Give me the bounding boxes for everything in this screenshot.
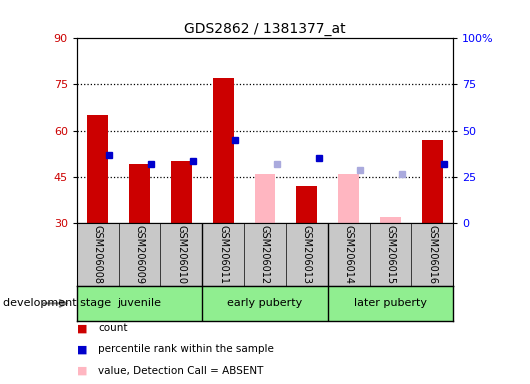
Title: GDS2862 / 1381377_at: GDS2862 / 1381377_at bbox=[184, 22, 346, 36]
Text: GSM206014: GSM206014 bbox=[343, 225, 354, 284]
Text: GSM206016: GSM206016 bbox=[427, 225, 437, 284]
Text: development stage: development stage bbox=[3, 298, 111, 308]
Bar bbox=[338, 174, 359, 223]
Text: early puberty: early puberty bbox=[227, 298, 303, 308]
Bar bbox=[129, 164, 150, 223]
Text: GSM206015: GSM206015 bbox=[385, 225, 395, 284]
Text: ■: ■ bbox=[77, 366, 87, 376]
Text: ■: ■ bbox=[77, 323, 87, 333]
Text: juvenile: juvenile bbox=[118, 298, 162, 308]
Bar bbox=[171, 161, 192, 223]
Bar bbox=[296, 186, 317, 223]
Text: value, Detection Call = ABSENT: value, Detection Call = ABSENT bbox=[98, 366, 263, 376]
Text: GSM206008: GSM206008 bbox=[93, 225, 103, 284]
Text: GSM206012: GSM206012 bbox=[260, 225, 270, 284]
Bar bbox=[87, 115, 108, 223]
Text: GSM206011: GSM206011 bbox=[218, 225, 228, 284]
Bar bbox=[422, 140, 443, 223]
Bar bbox=[254, 174, 276, 223]
Text: count: count bbox=[98, 323, 128, 333]
Text: GSM206009: GSM206009 bbox=[135, 225, 145, 284]
Text: percentile rank within the sample: percentile rank within the sample bbox=[98, 344, 274, 354]
Text: later puberty: later puberty bbox=[354, 298, 427, 308]
Text: GSM206010: GSM206010 bbox=[176, 225, 187, 284]
Bar bbox=[213, 78, 234, 223]
Text: ■: ■ bbox=[77, 344, 87, 354]
Bar bbox=[380, 217, 401, 223]
Text: GSM206013: GSM206013 bbox=[302, 225, 312, 284]
